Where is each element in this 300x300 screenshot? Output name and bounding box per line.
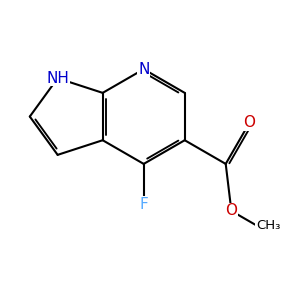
Text: O: O [243, 116, 255, 130]
Text: F: F [139, 197, 148, 212]
Text: NH: NH [46, 71, 69, 86]
Text: O: O [225, 203, 237, 218]
Text: CH₃: CH₃ [256, 219, 280, 232]
Text: N: N [138, 62, 149, 77]
